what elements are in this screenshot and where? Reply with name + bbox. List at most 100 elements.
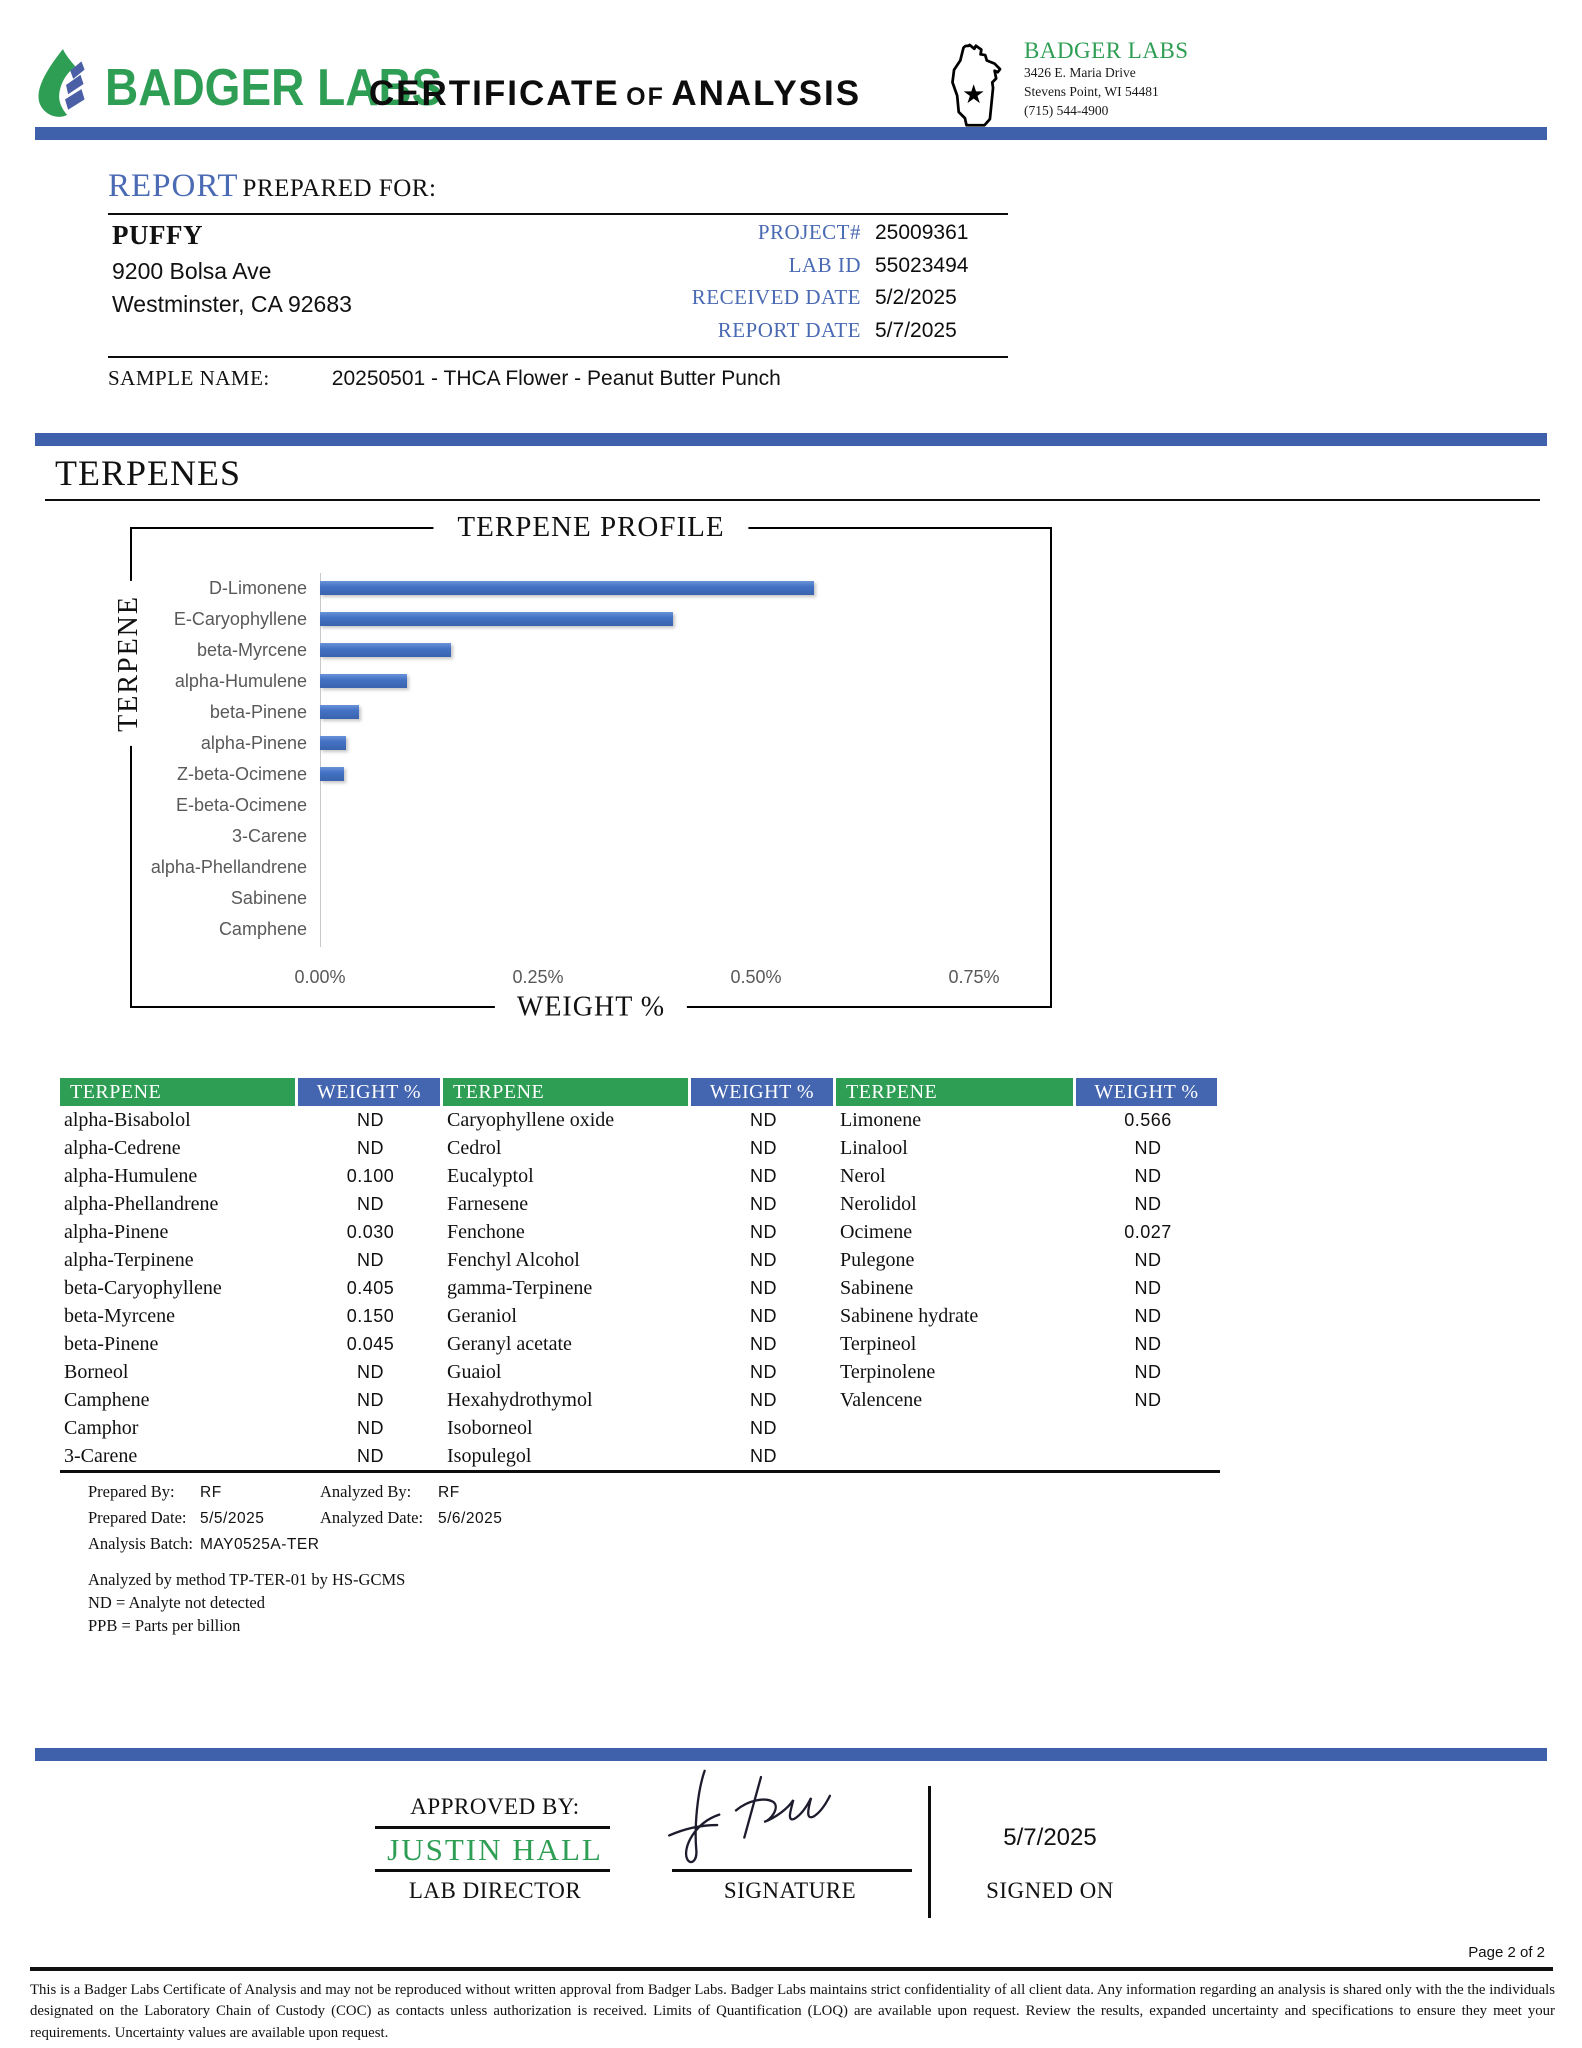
terpene-name-cell: Pulegone — [840, 1249, 915, 1271]
method-note: Analyzed by method TP-TER-01 by HS-GCMS — [88, 1570, 406, 1589]
terpene-weight-cell: ND — [750, 1362, 777, 1382]
x-tick-label: 0.25% — [512, 967, 564, 987]
table-header-terpene: TERPENE — [60, 1078, 298, 1106]
terpene-name-cell — [836, 1414, 1076, 1442]
terpene-weight-cell: ND — [357, 1138, 384, 1158]
chart-category-label: beta-Pinene — [209, 702, 307, 722]
analysis-batch-label: Analysis Batch: — [88, 1534, 193, 1553]
chart-row: alpha-Humulene — [132, 666, 1050, 697]
terpene-weight-cell — [1076, 1442, 1220, 1470]
terpene-name-cell — [836, 1442, 1076, 1470]
nd-note: ND = Analyte not detected — [88, 1593, 266, 1612]
terpene-name-cell: Isopulegol — [447, 1445, 532, 1467]
chart-x-ticks: 0.00% 0.25% 0.50% 0.75% — [132, 967, 1050, 991]
prepared-by-label: Prepared By: — [88, 1482, 175, 1501]
terpene-name-cell: beta-Myrcene — [64, 1305, 176, 1327]
terpene-name-cell: beta-Pinene — [64, 1333, 159, 1355]
star-icon: ★ — [962, 80, 986, 109]
approver-title: LAB DIRECTOR — [408, 1878, 582, 1903]
report-field-label: PROJECT# — [757, 220, 861, 244]
divider-bar-bottom — [35, 1748, 1547, 1761]
chart-bars-area: D-Limonene E-Caryophyllene beta-Myrcene alp… — [132, 573, 1050, 945]
sample-name-value: 20250501 - THCA Flower - Peanut Butter P… — [331, 367, 781, 390]
report-field-label: REPORT DATE — [717, 317, 861, 342]
terpene-name-cell: Sabinene hydrate — [840, 1305, 979, 1327]
chart-bar-track — [320, 697, 1050, 728]
analyzed-date-value: 5/6/2025 — [438, 1510, 503, 1527]
analysis-batch-value: MAY0525A-TER — [200, 1536, 320, 1553]
approver-rule — [375, 1869, 610, 1872]
terpene-weight-cell: ND — [750, 1194, 777, 1214]
terpene-name-cell: Eucalyptol — [447, 1165, 534, 1187]
terpene-weight-cell: ND — [750, 1418, 777, 1438]
terpene-weight-cell: ND — [750, 1390, 777, 1410]
terpene-weight-cell: 0.405 — [346, 1278, 395, 1298]
terpene-name-cell: Nerol — [840, 1165, 886, 1187]
terpene-name-cell: Limonene — [840, 1109, 922, 1131]
chart-category-label: E-beta-Ocimene — [175, 795, 307, 815]
terpene-name-cell: 3-Carene — [64, 1445, 138, 1467]
chart-bar-track — [320, 759, 1050, 790]
terpene-name-cell: Linalool — [840, 1137, 908, 1159]
terpene-results-table: TERPENE WEIGHT % TERPENE WEIGHT % TERPENE WEI… — [60, 1078, 1220, 1470]
x-tick-label: 0.50% — [730, 967, 782, 987]
page-number: Page 2 of 2 — [1468, 1944, 1545, 1961]
chart-x-axis-label: WEIGHT % — [494, 991, 688, 1024]
analyzed-by-value: RF — [438, 1484, 460, 1501]
lab-address-line2: Stevens Point, WI 54481 — [1024, 83, 1159, 99]
chart-bar — [320, 643, 451, 657]
approval-divider — [928, 1786, 931, 1918]
terpene-name-cell: Nerolidol — [840, 1193, 917, 1215]
terpene-name-cell: Isoborneol — [447, 1417, 533, 1439]
chart-bar — [320, 705, 359, 719]
chart-category-label: Z-beta-Ocimene — [176, 764, 307, 784]
table-header-terpene: TERPENE — [836, 1078, 1076, 1106]
chart-bar — [320, 736, 346, 750]
lab-phone: (715) 544-4900 — [1024, 102, 1109, 118]
terpene-weight-cell: ND — [750, 1278, 777, 1298]
chart-axis-line — [320, 573, 321, 947]
chart-bar-track — [320, 790, 1050, 821]
section-title-terpenes: TERPENES — [55, 453, 242, 493]
terpene-weight-cell: ND — [357, 1250, 384, 1270]
chart-bar-track — [320, 666, 1050, 697]
page-title: CERTIFICATE OF ANALYSIS — [368, 74, 862, 113]
report-field-value: 5/2/2025 — [875, 286, 957, 309]
report-underline — [108, 213, 1008, 215]
chart-bar-track — [320, 604, 1050, 635]
report-field-row: LAB ID 55023494 — [560, 253, 1015, 286]
chart-bar — [320, 581, 814, 595]
terpene-profile-chart: TERPENE PROFILE TERPENE D-Limonene E-Cary… — [113, 510, 1052, 1024]
prepared-date-label: Prepared Date: — [88, 1508, 187, 1527]
footer-disclaimer: This is a Badger Labs Certificate of Ana… — [30, 1982, 1555, 2041]
analysis-notes: Prepared By: RF Analyzed By: RF Prepared… — [88, 1482, 558, 1636]
terpene-name-cell: beta-Caryophyllene — [64, 1277, 222, 1299]
terpene-weight-cell: ND — [1134, 1166, 1162, 1186]
chart-bar-track — [320, 852, 1050, 883]
brand-logo: BADGER LABS — [33, 48, 442, 125]
terpene-weight-cell: 0.566 — [1124, 1110, 1172, 1130]
chart-row: alpha-Phellandrene — [132, 852, 1050, 883]
report-field-value: 5/7/2025 — [875, 318, 957, 342]
sample-name-label: SAMPLE NAME: — [108, 366, 270, 390]
terpene-weight-cell: ND — [1134, 1138, 1162, 1158]
report-field-row: REPORT DATE 5/7/2025 — [560, 318, 1015, 351]
x-tick-label: 0.75% — [948, 967, 1000, 987]
approved-by-label: APPROVED BY: — [410, 1794, 580, 1819]
chart-bar-track — [320, 883, 1050, 914]
terpene-weight-cell: ND — [357, 1362, 384, 1382]
terpene-weight-cell: ND — [1134, 1278, 1162, 1298]
x-tick-label: 0.00% — [294, 967, 346, 987]
report-field-label: LAB ID — [788, 252, 861, 277]
prepared-by-value: RF — [200, 1484, 222, 1501]
terpene-weight-cell: ND — [1134, 1194, 1162, 1214]
terpene-weight-cell: ND — [357, 1446, 384, 1466]
terpene-weight-cell: ND — [1134, 1250, 1162, 1270]
chart-category-label: E-Caryophyllene — [173, 609, 307, 629]
sample-divider-line — [108, 356, 1008, 358]
table-header-terpene: TERPENE — [443, 1078, 691, 1106]
lab-address-block: ★ BADGER LABS 3426 E. Maria Drive Steven… — [940, 38, 1189, 138]
terpene-weight-cell: ND — [750, 1250, 777, 1270]
chart-category-label: Camphene — [218, 919, 307, 939]
chart-category-label: 3-Carene — [231, 826, 307, 846]
